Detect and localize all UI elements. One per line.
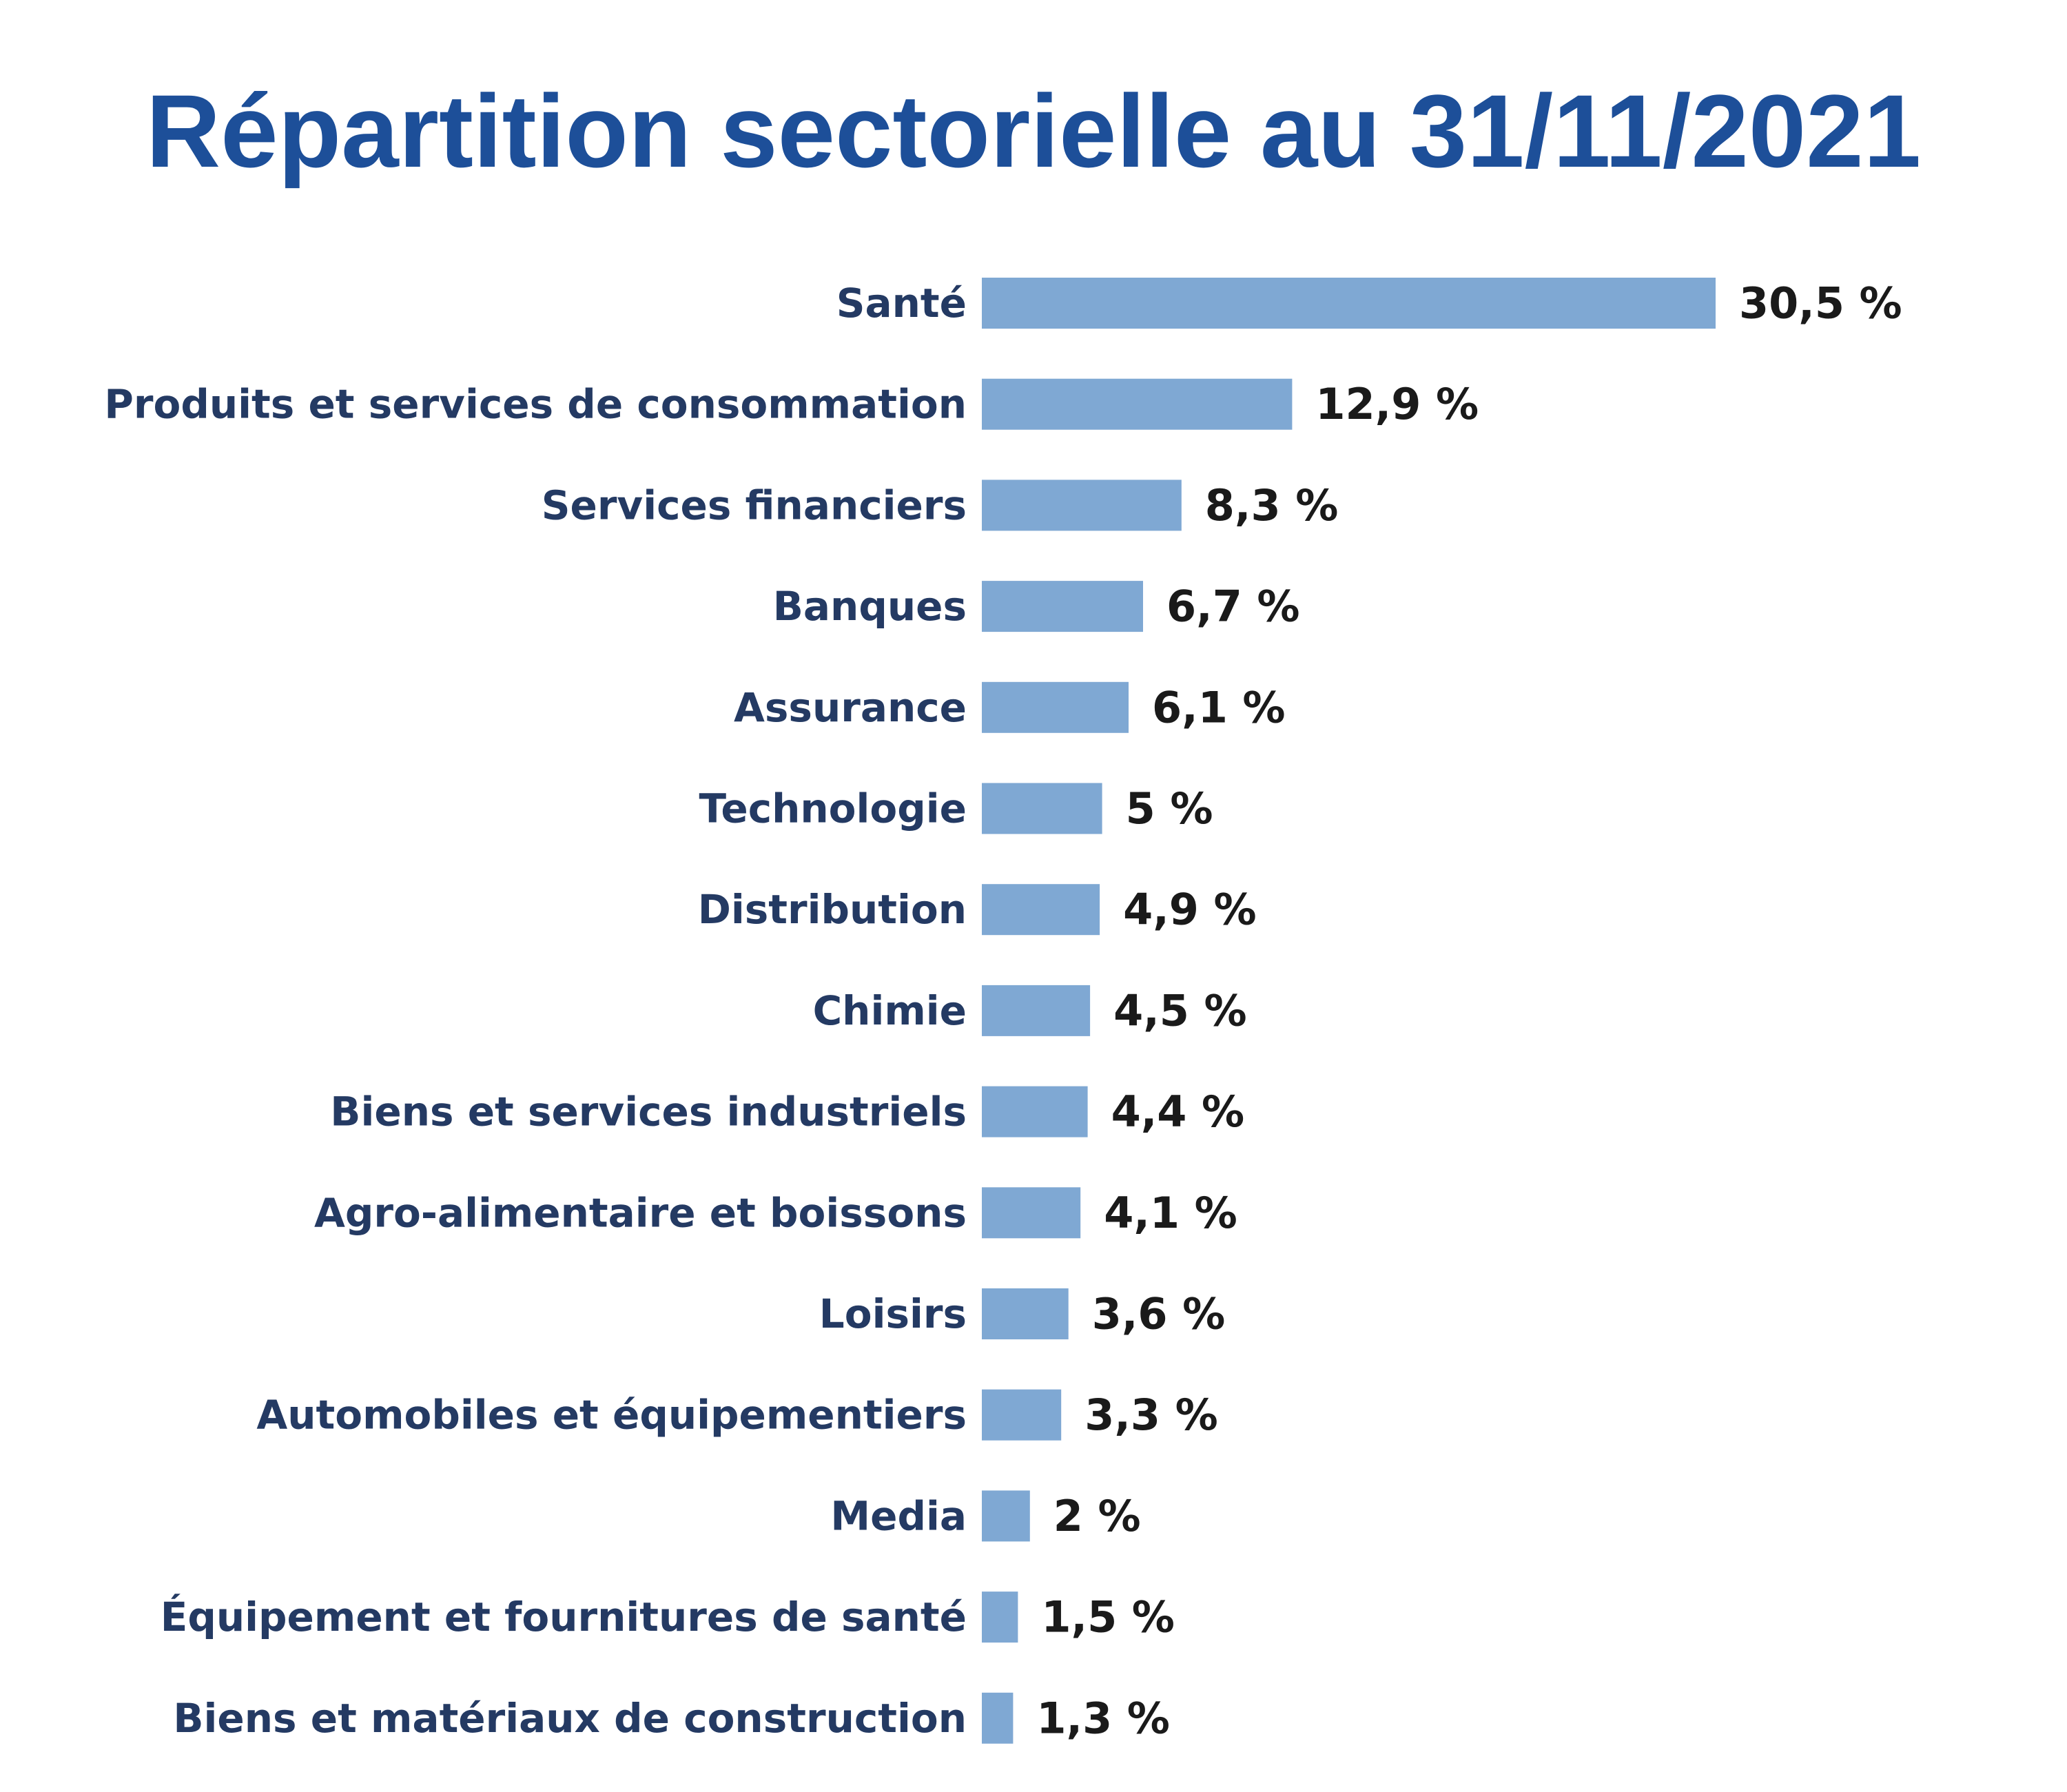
bar-0 [982, 278, 1716, 329]
category-label-6: Distribution [698, 886, 967, 933]
value-label-6: 4,9 % [1123, 885, 1257, 935]
value-label-3: 6,7 % [1166, 581, 1300, 632]
category-label-11: Automobiles et équipementiers [256, 1392, 967, 1439]
category-label-13: Équipement et fournitures de santé [161, 1593, 967, 1640]
bar-3 [982, 581, 1143, 632]
bar-6 [982, 884, 1100, 936]
category-label-3: Banques [773, 583, 967, 630]
bar-5 [982, 783, 1102, 834]
bar-13 [982, 1592, 1018, 1643]
bars-group [982, 278, 1716, 1744]
bar-11 [982, 1389, 1062, 1441]
category-label-1: Produits et services de consommation [104, 381, 967, 428]
category-labels-group: Santé Produits et services de consommatio… [104, 280, 967, 1742]
value-label-2: 8,3 % [1205, 480, 1339, 531]
category-label-4: Assurance [734, 684, 967, 731]
bar-4 [982, 681, 1129, 733]
category-label-0: Santé [836, 280, 967, 327]
category-label-10: Loisirs [819, 1290, 967, 1337]
bar-8 [982, 1086, 1088, 1137]
category-label-7: Chimie [813, 987, 967, 1034]
category-label-2: Services financiers [542, 482, 967, 528]
value-label-11: 3,3 % [1084, 1390, 1218, 1440]
value-label-12: 2 % [1053, 1491, 1141, 1541]
category-label-5: Technologie [699, 785, 967, 832]
value-label-0: 30,5 % [1739, 278, 1902, 329]
bar-1 [982, 378, 1293, 430]
value-label-4: 6,1 % [1152, 682, 1286, 732]
value-label-5: 5 % [1126, 783, 1213, 834]
category-label-8: Biens et services industriels [330, 1089, 967, 1135]
bar-9 [982, 1187, 1081, 1239]
bar-12 [982, 1490, 1030, 1542]
category-label-12: Media [830, 1492, 967, 1539]
value-label-14: 1,3 % [1036, 1693, 1170, 1743]
value-label-13: 1,5 % [1041, 1592, 1175, 1642]
bar-7 [982, 985, 1091, 1036]
bar-10 [982, 1288, 1069, 1339]
bar-14 [982, 1692, 1014, 1744]
value-label-8: 4,4 % [1111, 1086, 1245, 1137]
category-label-14: Biens et matériaux de construction [173, 1695, 967, 1742]
value-label-9: 4,1 % [1104, 1188, 1237, 1238]
category-label-9: Agro-alimentaire et boissons [314, 1189, 967, 1236]
bar-2 [982, 480, 1182, 531]
chart-title: Répartition sectorielle au 31/11/2021 [145, 73, 1922, 189]
value-label-10: 3,6 % [1092, 1289, 1226, 1339]
value-label-7: 4,5 % [1113, 985, 1247, 1036]
value-label-1: 12,9 % [1315, 379, 1479, 429]
value-labels-group: 30,5 % 12,9 % 8,3 % 6,7 % 6,1 % 5 % 4,9 % 4,5 %… [1036, 278, 1902, 1744]
